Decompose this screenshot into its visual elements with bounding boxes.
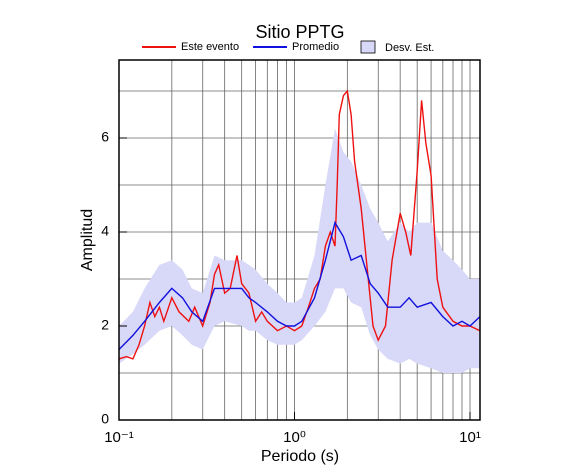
std-band — [119, 128, 480, 373]
x-axis-label: Periodo (s) — [261, 448, 339, 465]
legend-label: Promedio — [292, 41, 339, 53]
chart-title: Sitio PPTG — [255, 22, 344, 42]
legend-label: Desv. Est. — [385, 42, 434, 54]
y-tick-label: 4 — [101, 223, 109, 239]
legend-label: Este evento — [181, 41, 239, 53]
x-tick-label: 10⁰ — [283, 429, 306, 446]
series-line — [118, 220, 481, 350]
x-tick-label: 10⁻¹ — [104, 429, 134, 446]
x-tick-label: 10¹ — [459, 429, 481, 446]
legend-swatch — [360, 40, 376, 54]
y-tick-label: 0 — [101, 411, 109, 427]
y-tick-label: 6 — [101, 129, 109, 145]
series-line — [118, 89, 481, 360]
y-tick-label: 2 — [101, 317, 109, 333]
y-axis-label: Amplitud — [79, 209, 96, 271]
plot-frame — [118, 59, 481, 421]
